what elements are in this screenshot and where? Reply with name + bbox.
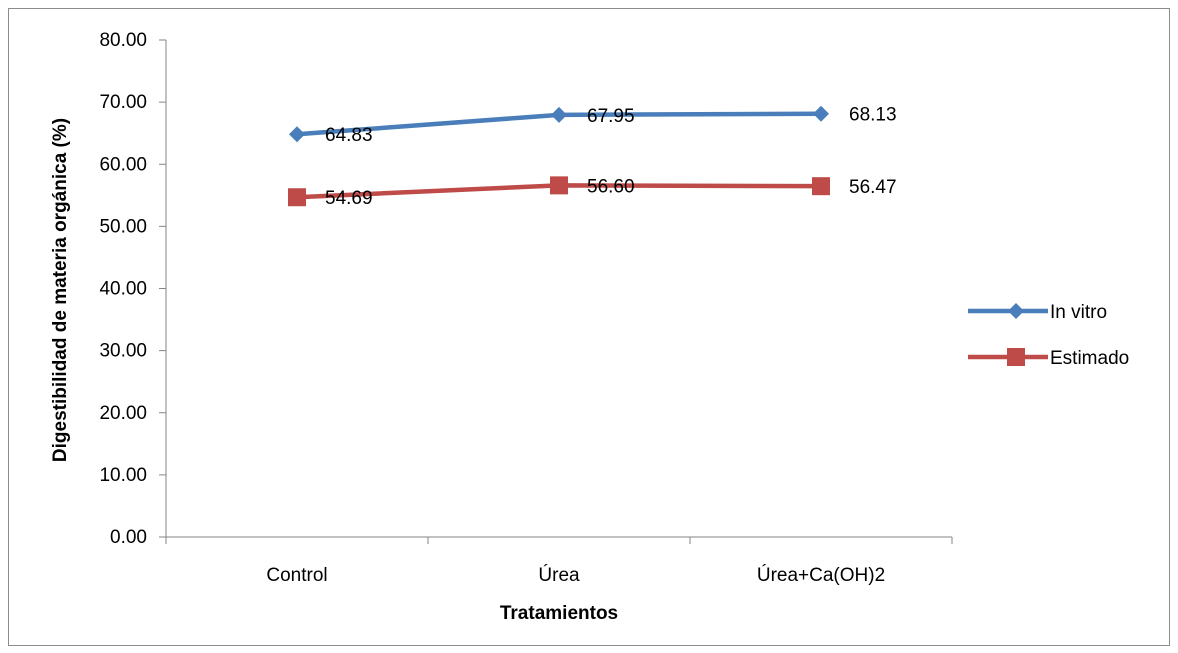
- y-axis-title: Digestibilidad de materia orgánica (%): [50, 118, 71, 462]
- data-label: 54.69: [325, 188, 373, 209]
- x-axis-title: Tratamientos: [500, 603, 618, 624]
- data-point: [550, 176, 568, 195]
- legend: In vitro Estimado: [968, 302, 1129, 369]
- x-tick-label: Control: [266, 565, 327, 586]
- y-tick-label: 80.00: [99, 30, 147, 51]
- legend-label: Estimado: [1050, 348, 1129, 369]
- y-tick-label: 50.00: [99, 216, 147, 237]
- y-tick-label: 30.00: [99, 341, 147, 362]
- legend-entry: In vitro: [968, 302, 1107, 323]
- y-tick-label: 20.00: [99, 403, 147, 424]
- y-tick-label: 60.00: [99, 154, 147, 175]
- data-label: 56.60: [587, 176, 635, 197]
- series-layer: [288, 105, 830, 207]
- data-point: [551, 106, 567, 123]
- data-labels: 64.83 67.95 68.13 54.69 56.60 56.47: [325, 105, 897, 209]
- data-label: 68.13: [849, 105, 897, 126]
- data-label: 67.95: [587, 106, 635, 127]
- x-tick-label: Úrea: [538, 564, 580, 586]
- y-tick-label: 70.00: [99, 92, 147, 113]
- data-point: [289, 126, 305, 143]
- y-tick-label: 0.00: [110, 527, 147, 548]
- x-axis-ticks: Control Úrea Úrea+Ca(OH)2: [165, 537, 953, 586]
- data-point: [288, 188, 306, 207]
- y-axis-ticks: 0.00 10.00 20.00 30.00 40.00 50.00 60.00 70.00 8…: [99, 30, 166, 548]
- data-label: 56.47: [849, 177, 897, 198]
- legend-entry: Estimado: [968, 348, 1129, 369]
- data-label: 64.83: [325, 125, 373, 146]
- y-tick-label: 10.00: [99, 465, 147, 486]
- y-tick-label: 40.00: [99, 279, 147, 300]
- legend-marker: [1007, 348, 1025, 366]
- legend-marker: [1008, 303, 1024, 319]
- data-point: [812, 177, 830, 196]
- x-tick-label: Úrea+Ca(OH)2: [757, 564, 885, 586]
- data-point: [813, 105, 829, 122]
- legend-label: In vitro: [1050, 302, 1107, 323]
